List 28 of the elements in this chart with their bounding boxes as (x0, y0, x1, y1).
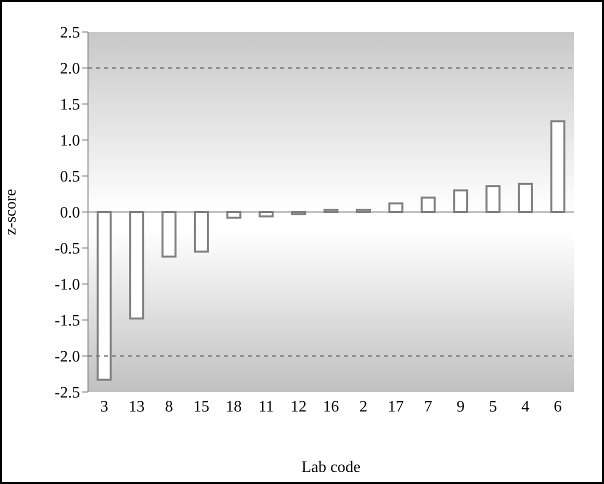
x-tick-label: 13 (128, 398, 145, 416)
x-tick-label: 18 (226, 398, 242, 416)
y-tick-label: 0.5 (60, 168, 80, 186)
x-tick-label: 11 (258, 398, 274, 416)
y-tick-label: 2.0 (60, 60, 80, 78)
x-tick-label: 2 (359, 398, 368, 416)
x-tick-label: 16 (323, 398, 339, 416)
x-tick-label: 17 (388, 398, 404, 416)
y-tick-label: 0.0 (60, 204, 80, 222)
y-axis-title: z-score (2, 188, 20, 236)
x-tick-label: 12 (290, 398, 307, 416)
x-axis-title: Lab code (301, 459, 361, 476)
x-tick-label: 8 (165, 398, 173, 416)
x-tick-label: 3 (100, 398, 108, 416)
x-tick-label: 5 (489, 398, 497, 416)
y-tick-label: -0.5 (54, 240, 80, 258)
x-tick-label: 6 (554, 398, 562, 416)
y-tick-label: 2.5 (60, 24, 80, 42)
y-tick-label: -2.5 (54, 384, 80, 402)
y-tick-label: -1.5 (54, 312, 80, 330)
y-tick-label: -1.0 (54, 276, 80, 294)
y-tick-label: 1.5 (60, 96, 80, 114)
x-tick-label: 7 (424, 398, 432, 416)
x-tick-label: 4 (521, 398, 530, 416)
y-tick-label: 1.0 (60, 132, 80, 150)
x-tick-label: 9 (456, 398, 465, 416)
y-tick-label: -2.0 (54, 348, 80, 366)
x-tick-label: 15 (193, 398, 210, 416)
